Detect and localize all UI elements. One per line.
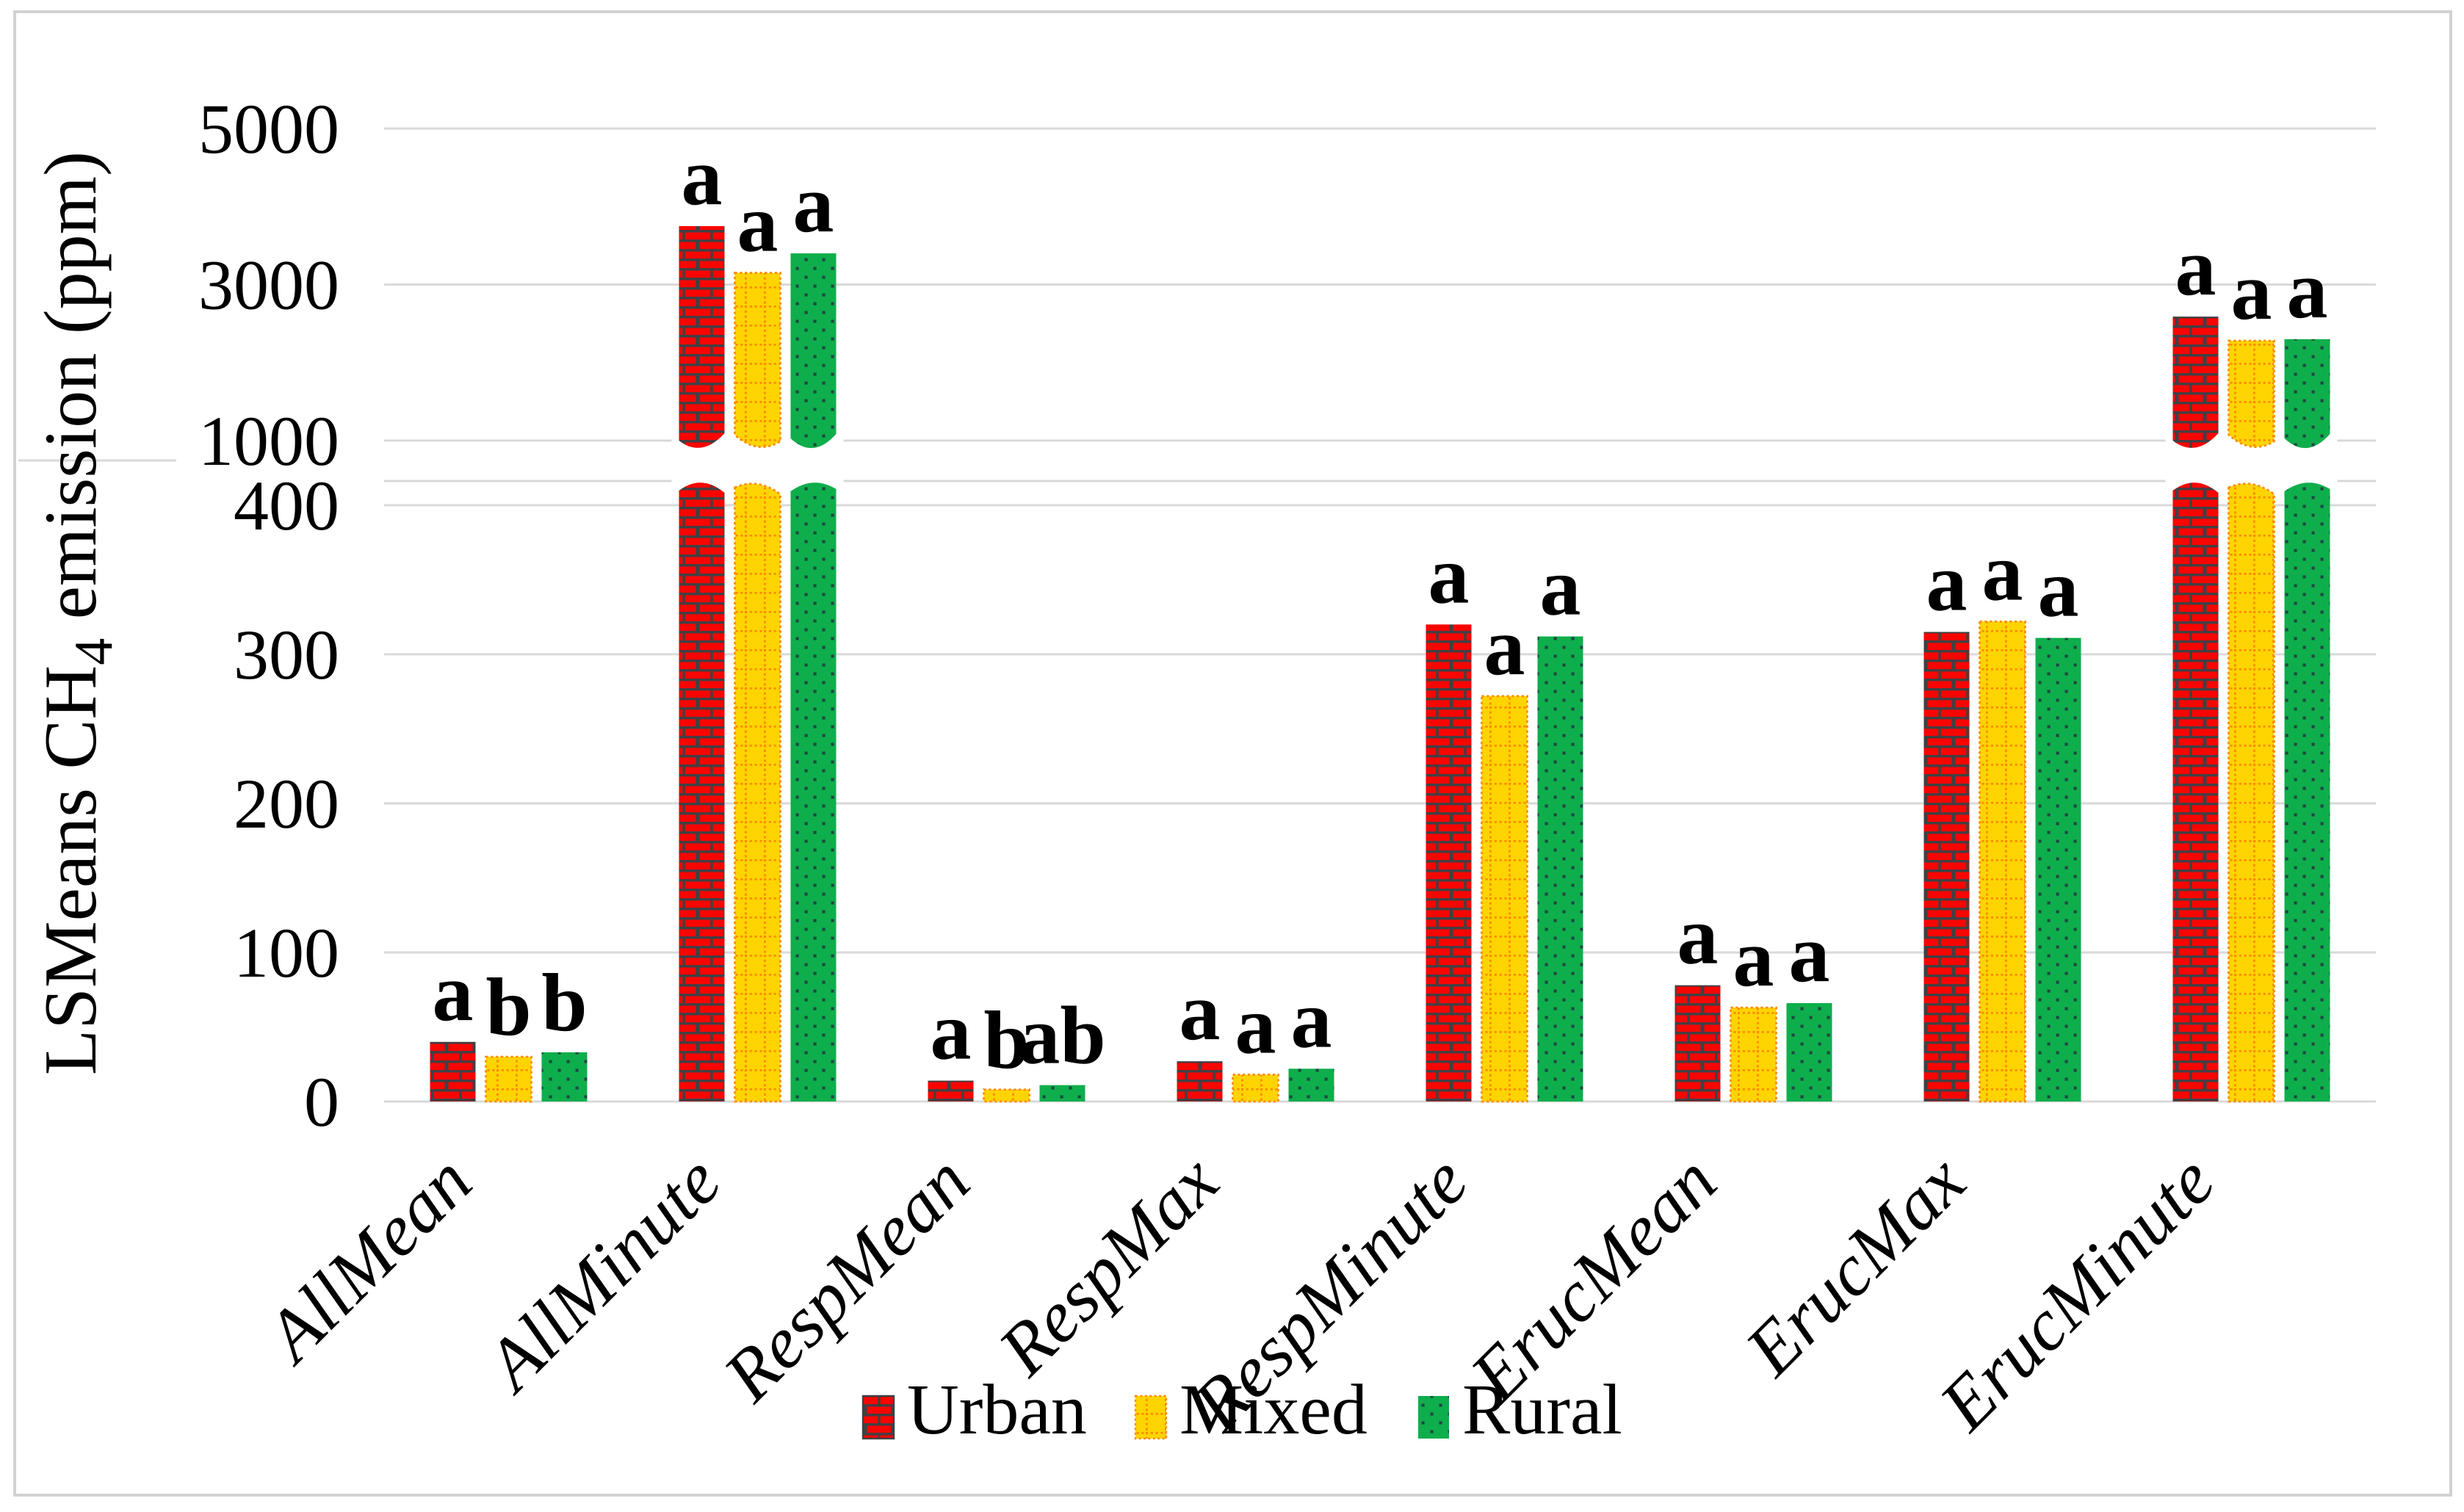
bar-urban-erucmean [1674, 985, 1721, 1102]
sig-letter-rural-respmax: a [1291, 974, 1332, 1065]
sig-letter-mixed-respmean: b [983, 995, 1029, 1086]
sig-letter-urban-respminute: a [1428, 529, 1470, 621]
bar-group-allminute: aa a [671, 131, 844, 1103]
legend-swatch-urban [861, 1395, 895, 1440]
bar-mixed-respmax [1232, 1074, 1279, 1103]
bar-rural-respmean [1039, 1085, 1085, 1102]
bar-urban-respmean [928, 1080, 974, 1102]
legend: Urban Mixed Rural [861, 1370, 1622, 1450]
sig-letter-mixed-erucmean: a [1733, 913, 1774, 1004]
bar-rural-erucmean [1786, 1003, 1832, 1102]
bar-rural-allmean [541, 1052, 588, 1102]
bar-urban-respminute [1426, 624, 1472, 1102]
legend-swatch-rural [1418, 1396, 1449, 1439]
sig-letter-urban-allmean: a [433, 947, 474, 1038]
legend-label-rural: Rural [1462, 1370, 1622, 1450]
bar-mixed-respminute [1481, 695, 1528, 1103]
sig-letter-rural-erucmean: a [1789, 908, 1830, 999]
bar-mixed-erucmean [1730, 1006, 1777, 1103]
bar-group-respminute: aaa [1426, 529, 1583, 1103]
bar-mixed-allminute-lower [734, 482, 781, 1103]
bar-urban-allmean [430, 1041, 476, 1102]
sig-letter-mixed-erucmax: a [1982, 527, 2023, 618]
bar-mixed-erucminute-lower [2228, 482, 2275, 1103]
legend-label-mixed: Mixed [1179, 1370, 1368, 1450]
sig-letter-urban-erucminute: a [2175, 222, 2216, 313]
legend-swatch-mixed [1134, 1395, 1168, 1440]
bar-rural-respminute [1537, 636, 1583, 1102]
sig-letter-urban-respmean: a [931, 986, 972, 1077]
bar-mixed-erucminute-upper [2228, 339, 2275, 449]
bar-urban-erucminute-lower [2172, 482, 2219, 1102]
sig-letter-rural-erucminute: a [2287, 245, 2328, 336]
bar-mixed-erucmax [1979, 620, 2026, 1103]
y-tick-label-5000: 5000 [198, 90, 339, 168]
bar-rural-allminute-lower [790, 482, 837, 1102]
sig-letter-urban-erucmax: a [1926, 538, 1968, 629]
bar-rural-erucminute-upper [2284, 339, 2330, 449]
bar-mixed-respmean [983, 1088, 1030, 1103]
sig-letter-urban-respmax: a [1179, 966, 1221, 1057]
sig-letter-rural-respmean: ab [1019, 991, 1105, 1082]
y-axis-title: LSMeans CH4 emission (ppm) [29, 151, 124, 1075]
bar-rural-erucmax [2035, 637, 2081, 1102]
bar-rural-allminute-upper [790, 253, 837, 449]
sig-letter-mixed-respmax: a [1235, 980, 1276, 1071]
sig-letter-rural-erucmax: a [2038, 543, 2079, 634]
bar-group-respmean: a bab [928, 986, 1106, 1103]
legend-item-mixed: Mixed [1134, 1370, 1368, 1450]
sig-letter-urban-erucmean: a [1677, 891, 1719, 982]
y-tick-label-200: 200 [234, 764, 339, 843]
sig-letter-rural-allmean: b [541, 958, 587, 1049]
bar-rural-erucminute-lower [2284, 482, 2330, 1102]
bar-urban-allminute-lower [679, 482, 725, 1102]
y-tick-label-300: 300 [234, 615, 339, 694]
y-tick-label-100: 100 [234, 914, 339, 992]
y-tick-label-0: 0 [304, 1063, 339, 1141]
y-tick-label-1000: 1000 [198, 402, 339, 480]
sig-letter-mixed-allminute: a [737, 178, 778, 270]
legend-label-urban: Urban [907, 1370, 1087, 1450]
legend-item-urban: Urban [861, 1370, 1087, 1450]
bar-urban-erucminute-upper [2172, 316, 2219, 448]
sig-letter-mixed-erucminute: a [2231, 246, 2272, 337]
bar-urban-erucmax [1923, 632, 1970, 1102]
bar-urban-respmax [1177, 1061, 1223, 1102]
legend-item-rural: Rural [1418, 1370, 1622, 1450]
bar-urban-allminute-upper [679, 225, 725, 448]
bar-mixed-allmean [485, 1055, 532, 1103]
figure-border [13, 10, 2452, 1497]
bar-mixed-allminute-upper [734, 272, 781, 449]
bar-rural-respmax [1288, 1068, 1334, 1102]
sig-letter-mixed-allmean: b [485, 962, 531, 1053]
y-tick-label-3000: 3000 [198, 246, 339, 325]
y-tick-label-400: 400 [234, 466, 339, 545]
sig-letter-rural-allminute: a [793, 159, 834, 250]
sig-letter-mixed-respminute: a [1484, 601, 1525, 692]
sig-letter-rural-respminute: a [1540, 542, 1581, 633]
sig-letter-urban-allminute: a [682, 131, 723, 223]
